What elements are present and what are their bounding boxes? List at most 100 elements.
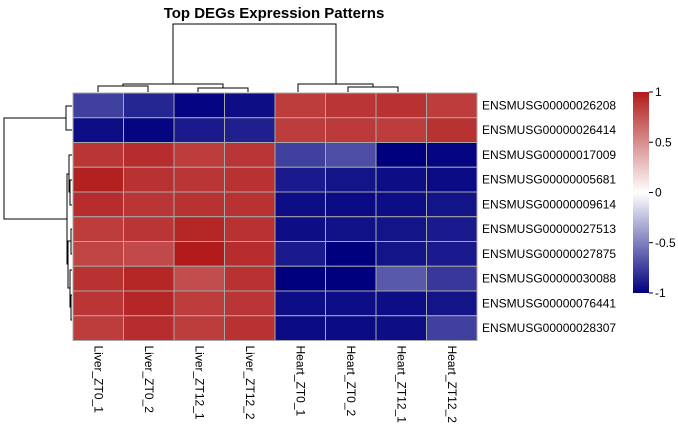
row-label: ENSMUSG00000076441 [482,296,616,310]
heatmap-cell [426,265,478,292]
heatmap-cell [123,191,175,218]
heatmap-cell [325,142,377,168]
heatmap-cell [123,117,175,143]
heatmap-cell [224,216,276,242]
heatmap-cell [325,92,377,119]
heatmap-cell [123,216,175,242]
heatmap-cell [274,315,326,341]
heatmap-cell [274,117,326,143]
column-label: Heart_ZT12_2 [445,346,459,424]
column-labels: Liver_ZT0_1 Liver_ZT0_2 Liver_ZT12_1 Liver_… [91,346,459,424]
chart-title: Top DEGs Expression Patterns [164,5,385,22]
heatmap-cell [173,191,225,218]
heatmap-cell [426,315,478,341]
legend-gradient-bar [633,92,649,293]
heatmap-cell [123,92,175,119]
heatmap-cell [375,290,427,317]
heatmap-cell [173,216,225,242]
row-label: ENSMUSG00000005681 [482,173,616,187]
column-label: Heart_ZT0_1 [293,346,307,417]
heatmap-cell [274,191,326,218]
heatmap-cell [325,191,377,218]
heatmap-cell [72,166,124,193]
heatmap-cell [325,290,377,317]
heatmap-cell [426,142,478,168]
heatmap-cell [375,241,427,267]
heatmap-cell [173,241,225,267]
heatmap-cell [375,315,427,341]
heatmap-cell [426,166,478,193]
heatmap-cell [325,265,377,292]
heatmap-cell [325,117,377,143]
heatmap-cell [325,241,377,267]
column-label: Heart_ZT12_1 [394,346,408,424]
heatmap-cell [173,166,225,193]
legend-tick-label: 1 [655,85,662,99]
row-label: ENSMUSG00000028307 [482,321,616,335]
legend-tick-label: 0 [655,186,662,200]
heatmap-cell [375,265,427,292]
heatmap-cell [325,315,377,341]
column-label: Liver_ZT12_1 [192,346,206,420]
color-legend: 1 0.5 0 -0.5 -1 [633,85,676,300]
heatmap-cell [224,265,276,292]
heatmap-cell [72,216,124,242]
heatmap-cell [72,241,124,267]
heatmap-cell [426,191,478,218]
heatmap-cell [72,117,124,143]
legend-tick-label: -1 [655,286,666,300]
heatmap-cell [375,117,427,143]
row-label: ENSMUSG00000017009 [482,148,616,162]
row-label: ENSMUSG00000026208 [482,98,616,112]
heatmap-cell [375,191,427,218]
heatmap-cell [72,315,124,341]
row-label: ENSMUSG00000009614 [482,197,616,211]
heatmap-cell [274,216,326,242]
heatmap-cell [375,142,427,168]
heatmap-cell [426,241,478,267]
heatmap-cell [426,92,478,119]
row-labels: ENSMUSG00000026208 ENSMUSG00000026414 ENSM… [482,98,616,335]
heatmap-cell [325,166,377,193]
heatmap-cell [224,315,276,341]
heatmap-cells [72,92,478,341]
heatmap-cell [224,142,276,168]
row-dendrogram [3,105,72,321]
heatmap-cell [375,166,427,193]
heatmap-cell [173,117,225,143]
heatmap-cell [274,142,326,168]
heatmap-cell [173,290,225,317]
row-label: ENSMUSG00000027875 [482,247,616,261]
heatmap-cell [325,216,377,242]
column-label: Liver_ZT12_2 [243,346,257,420]
row-label: ENSMUSG00000030088 [482,272,616,286]
legend-ticks: 1 0.5 0 -0.5 -1 [649,85,676,300]
row-label: ENSMUSG00000027513 [482,222,616,236]
heatmap-cell [375,216,427,242]
column-dendrogram [97,23,399,92]
heatmap-cell [123,315,175,341]
heatmap-cell [426,216,478,242]
heatmap-cell [375,92,427,119]
heatmap-cell [224,166,276,193]
heatmap-cell [123,142,175,168]
heatmap-cell [173,142,225,168]
heatmap-cell [72,92,124,119]
heatmap-cell [224,290,276,317]
heatmap-cell [274,265,326,292]
heatmap-cell [224,117,276,143]
legend-tick-label: 0.5 [655,135,672,149]
heatmap-cell [72,265,124,292]
heatmap-cell [224,92,276,119]
heatmap-cell [123,241,175,267]
heatmap-cell [173,265,225,292]
heatmap-cell [224,191,276,218]
heatmap-cell [224,241,276,267]
heatmap-cell [123,290,175,317]
heatmap-cell [72,191,124,218]
heatmap-cell [274,166,326,193]
heatmap-cell [72,142,124,168]
heatmap-cell [72,290,124,317]
heatmap-cell [123,166,175,193]
column-label: Liver_ZT0_2 [142,346,156,414]
